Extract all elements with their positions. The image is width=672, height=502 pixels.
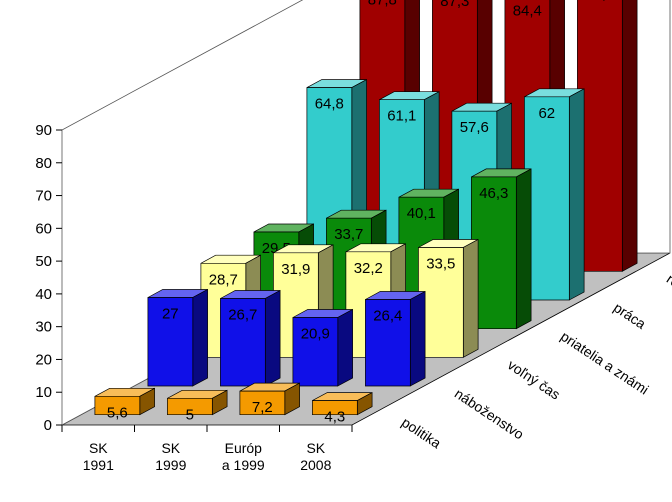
data-label: 33,7 [334,226,363,243]
bar-front [365,299,411,387]
bar-side [337,308,353,387]
data-label: 87,8 [368,0,397,9]
y-tick-label: 10 [35,384,52,401]
bar-side [192,288,208,387]
bar-front [312,400,358,416]
bar-side [515,168,532,330]
x-category-label: Európ a 1999 [222,440,265,473]
bar: 46,3 [471,168,532,330]
bar: 27 [147,288,208,387]
bar-front [418,247,464,358]
data-label: 62 [538,105,555,122]
bar: 4,3 [312,392,373,426]
bar-side [264,289,281,387]
data-label: 20,9 [301,326,330,343]
data-label: 84,4 [513,3,542,20]
x-category-label: SK 1999 [155,440,186,473]
data-label: 57,6 [460,119,489,136]
data-label: 61,1 [387,108,416,125]
y-tick-label: 50 [35,253,52,270]
data-label: 28,7 [209,271,238,288]
y-tick-label: 90 [35,122,52,139]
data-label: 64,8 [315,96,344,113]
chart-bars: 87,887,384,489,564,861,157,66229,533,740… [94,0,638,426]
bar-front [167,397,213,416]
data-label: 87,3 [440,0,469,10]
bar: 20,9 [292,308,353,387]
series-label: voľný čas [505,356,563,402]
bar: 5 [167,389,228,423]
y-tick-label: 80 [35,155,52,172]
y-axis-ticks: 0 10 20 30 40 50 60 70 80 90 [35,122,353,434]
series-label: práca [611,299,649,332]
y-tick-label: 30 [35,319,52,336]
bar: 89,5 [577,0,638,272]
bar: 33,5 [418,238,479,358]
bar-front [239,390,286,416]
data-label: 31,9 [281,261,310,278]
y-tick-label: 0 [44,417,52,434]
series-label: náboženstvo [452,385,527,442]
bar-side [462,238,479,358]
data-label: 26,4 [373,308,402,325]
data-label: 5 [186,406,194,423]
y-tick-label: 60 [35,220,52,237]
bar-front [147,297,194,387]
bar-side [568,88,585,301]
y-tick-label: 20 [35,351,52,368]
bar: 7,2 [239,382,300,416]
bar-side [409,290,426,387]
y-tick-label: 70 [35,188,52,205]
series-label: priatelia a známi [558,328,652,398]
bar: 5,6 [94,387,155,421]
data-label: 89,5 [585,0,614,3]
data-label: 33,5 [426,256,455,273]
x-axis-labels: SK 1991 SK 1999 Európ a 1999 SK 2008 [83,440,332,473]
series-label: politika [399,414,444,452]
bar-front [577,0,623,272]
bar-front [94,395,141,416]
data-label: 40,1 [407,205,436,222]
data-label: 26,7 [228,307,257,324]
bar: 26,7 [220,289,281,387]
data-label: 5,6 [107,404,128,421]
bar-front [292,317,339,387]
series-label: rodina [664,270,672,305]
x-category-label: SK 1991 [83,440,114,473]
x-category-label: SK 2008 [300,440,331,473]
bar-front [471,176,517,330]
bar-front [524,96,570,301]
data-label: 46,3 [479,185,508,202]
bar: 62 [524,88,585,301]
bar-side [621,0,638,272]
data-label: 32,2 [354,260,383,277]
data-label: 27 [162,306,179,323]
data-label: 4,3 [324,409,345,426]
data-label: 7,2 [252,399,273,416]
y-tick-label: 40 [35,286,52,303]
bar: 26,4 [365,290,426,387]
